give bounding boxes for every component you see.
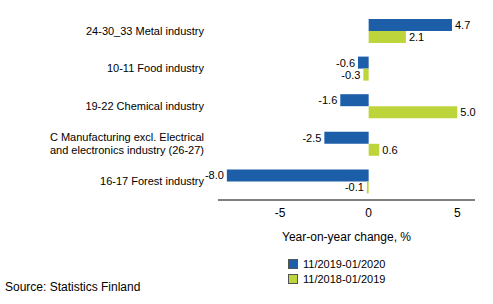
svg-text:0.6: 0.6 <box>382 144 397 156</box>
html-text:11/2018-01/2019: 11/2018-01/2019 <box>303 272 386 285</box>
svg-text:-0.1: -0.1 <box>345 181 364 193</box>
svg-text:2.1: 2.1 <box>409 31 424 43</box>
svg-text:-0.3: -0.3 <box>341 69 360 81</box>
html-text:11/2019-01/2020: 11/2019-01/2020 <box>303 257 386 270</box>
svg-text:-8.0: -8.0 <box>205 169 224 181</box>
svg-text:5: 5 <box>454 206 461 220</box>
svg-text:0: 0 <box>365 206 372 220</box>
svg-text:C Manufacturing excl. Electric: C Manufacturing excl. Electrical <box>50 131 204 143</box>
svg-text:5.0: 5.0 <box>460 106 475 118</box>
svg-text:Year-on-year change, %: Year-on-year change, % <box>282 230 411 244</box>
svg-text:4.7: 4.7 <box>455 19 470 31</box>
svg-text:24-30_33 Metal industry: 24-30_33 Metal industry <box>86 25 205 37</box>
svg-text:16-17 Forest industry: 16-17 Forest industry <box>100 175 204 187</box>
svg-text:10-11 Food industry: 10-11 Food industry <box>107 62 205 74</box>
svg-text:-5: -5 <box>275 206 286 220</box>
svg-text:-2.5: -2.5 <box>302 132 321 144</box>
svg-text:-1.6: -1.6 <box>318 94 337 106</box>
svg-text:19-22 Chemical industry: 19-22 Chemical industry <box>85 100 204 112</box>
svg-text:-0.6: -0.6 <box>336 57 355 69</box>
svg-text:and electronics industry (26-2: and electronics industry (26-27) <box>50 144 204 156</box>
html-text:Source: Statistics Finland: Source: Statistics Finland <box>5 280 141 294</box>
